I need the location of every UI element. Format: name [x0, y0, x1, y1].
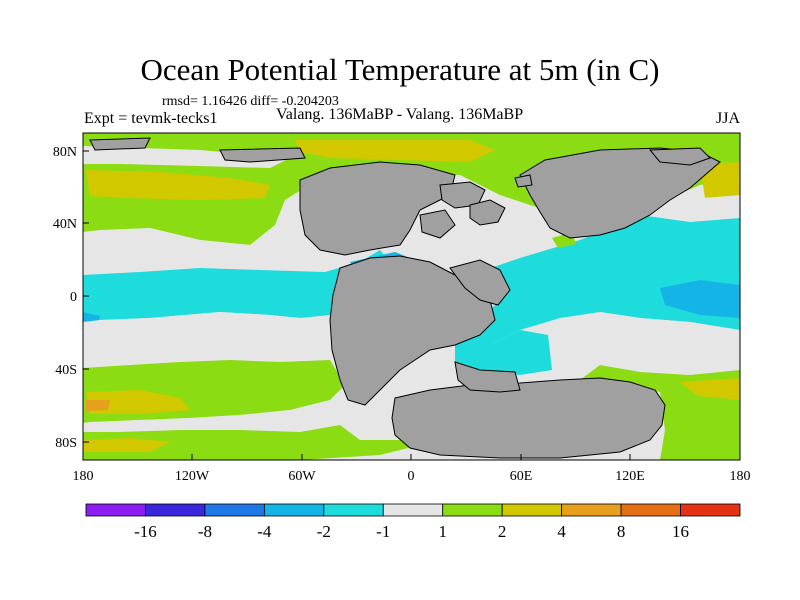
eurasia-landmass [519, 147, 721, 239]
colorbar-label: -1 [376, 522, 390, 541]
north-atlantic-island [514, 174, 533, 188]
colorbar-swatch [323, 503, 384, 517]
lon-label-60W: 60W [288, 469, 316, 484]
south-atlantic-cyan [455, 330, 552, 375]
colorbar-swatch [204, 503, 265, 517]
lat-label-0: 0 [70, 290, 77, 305]
colorbar-swatch [561, 503, 622, 517]
pacific-cyan-band [83, 250, 395, 322]
colorbar-swatch [620, 503, 681, 517]
colorbar: -16 -8 -4 -2 -1 1 2 4 8 16 [85, 503, 741, 541]
north-pacific-neutral-band [83, 228, 330, 275]
colorbar-label: -2 [317, 522, 331, 541]
lon-label-180-east: 180 [730, 469, 751, 484]
europe-island-landmass [469, 199, 506, 226]
tethys-cyan-band [440, 215, 740, 350]
map-field [83, 133, 740, 460]
arctic-island-1 [648, 147, 711, 166]
map-ticks [82, 150, 741, 460]
colorbar-label: 2 [498, 522, 507, 541]
lat-label-40N: 40N [53, 217, 77, 232]
colorbar-label: -16 [134, 522, 157, 541]
colorbar-swatch [382, 503, 444, 517]
south-orange-patch [86, 400, 110, 411]
lat-label-80N: 80N [53, 145, 77, 160]
colorbar-swatch [680, 503, 741, 517]
lon-label-120E: 120E [615, 469, 645, 484]
lat-label-80S: 80S [55, 436, 77, 451]
subtitle-label: Valang. 136MaBP - Valang. 136MaBP [276, 106, 524, 123]
colorbar-label: 1 [438, 522, 447, 541]
lat-label-40S: 40S [55, 363, 77, 378]
north-pacific-yellow-patch [86, 170, 270, 200]
south-america-africa-landmass [329, 255, 496, 406]
colorbar-label: 4 [557, 522, 566, 541]
antarctic-green-band-east [660, 392, 740, 460]
colorbar-label: 8 [617, 522, 626, 541]
chart-title: Ocean Potential Temperature at 5m (in C) [140, 52, 660, 87]
south-yellow-patch [86, 390, 190, 414]
australia-india-landmass [454, 361, 521, 393]
colorbar-swatch [442, 503, 503, 517]
experiment-label: Expt = tevmk-tecks1 [84, 110, 218, 127]
south-indian-neutral-band [552, 312, 740, 375]
south-pacific-neutral-band [83, 312, 330, 368]
lon-label-0: 0 [408, 469, 415, 484]
colorbar-label: 16 [672, 522, 689, 541]
stats-label: rmsd= 1.16426 diff= -0.204203 [162, 94, 339, 109]
iberia-landmass [419, 209, 456, 239]
colorbar-swatch [145, 503, 206, 517]
lon-label-60E: 60E [510, 469, 533, 484]
arctic-yellow-patch [295, 140, 495, 162]
arctic-neutral-strip [83, 146, 290, 168]
colorbar-label: -4 [257, 522, 272, 541]
antarctic-yellow-patch [83, 438, 170, 452]
colorbar-swatch [263, 503, 325, 517]
antarctic-green-band [83, 425, 440, 460]
lon-label-180-west: 180 [73, 469, 94, 484]
colorbar-swatch [85, 503, 146, 517]
southern-neutral-band [83, 400, 345, 432]
southeast-yellow-patch [680, 378, 740, 400]
north-america-landmass [299, 161, 456, 256]
indian-lightblue-patch [660, 280, 740, 318]
arctic-island-2 [219, 147, 306, 163]
season-label: JJA [716, 110, 741, 127]
arctic-island-3 [89, 137, 151, 151]
colorbar-swatch [501, 503, 563, 517]
east-neutral-band [640, 196, 740, 222]
lon-label-120W: 120W [175, 469, 210, 484]
africa-east-landmass [449, 259, 511, 306]
antarctica-landmass [391, 377, 666, 459]
colorbar-label: -8 [198, 522, 212, 541]
